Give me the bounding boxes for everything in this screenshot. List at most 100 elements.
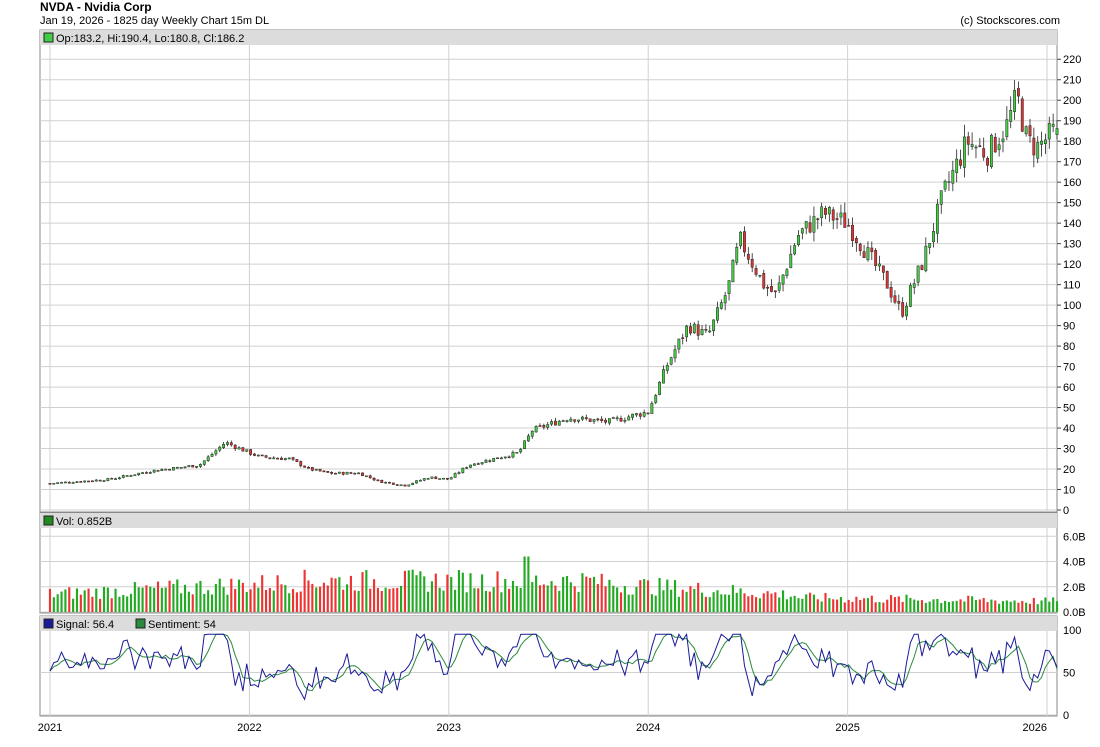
volume-bar: [820, 601, 823, 612]
price-axis: 0 10 20 30 40 50 60 70 80 90 100 110 120 130 140 150 160…: [1057, 54, 1081, 517]
candle-body: [770, 286, 773, 292]
volume-bar: [727, 594, 731, 612]
volume-bar: [978, 599, 981, 612]
candle-body: [137, 472, 141, 476]
candle-body: [283, 458, 287, 461]
volume-bar: [863, 598, 866, 612]
candle-body: [824, 207, 827, 215]
volume-bar: [689, 586, 692, 612]
volume-bar: [149, 586, 152, 612]
price-tick-label: 90: [1063, 321, 1075, 333]
price-tick-label: 40: [1063, 423, 1075, 435]
candle-body: [148, 472, 152, 474]
candle-body: [241, 447, 245, 452]
volume-tick-label: 6.0B: [1063, 531, 1086, 543]
candle-body: [619, 417, 623, 422]
volume-bar: [272, 590, 275, 612]
candle-body: [920, 265, 924, 270]
x-tick-label: 2023: [437, 722, 461, 734]
candle-body: [727, 280, 731, 294]
candle-body: [67, 481, 71, 484]
candle-body: [1036, 142, 1040, 159]
candle-body: [878, 263, 881, 267]
candle-body: [1020, 98, 1024, 132]
candle-body: [577, 419, 580, 422]
volume-bar: [851, 601, 854, 612]
volume-bar: [673, 580, 677, 612]
volume-bar: [569, 582, 572, 612]
candle-body: [557, 420, 561, 426]
volume-bar: [519, 588, 522, 612]
volume-bar: [199, 580, 202, 612]
volume-bar: [99, 598, 102, 612]
signal-legend-text: Signal: 56.4: [56, 619, 114, 631]
candle-body: [442, 477, 445, 480]
candle-body: [635, 413, 638, 416]
volume-bar: [218, 578, 221, 612]
candle-body: [553, 420, 557, 426]
candle-body: [172, 467, 175, 471]
candle-body: [48, 483, 52, 485]
volume-bar: [322, 582, 325, 612]
volume-bar: [808, 592, 812, 612]
volume-bar: [724, 594, 727, 612]
volume-bar: [608, 579, 611, 612]
candle-body: [719, 302, 723, 309]
candle-body: [121, 475, 125, 478]
candle-body: [426, 478, 430, 480]
candle-body: [480, 462, 484, 465]
candle-body: [260, 454, 264, 457]
volume-bar: [766, 591, 769, 612]
candle-body: [125, 475, 129, 477]
candle-body: [932, 231, 935, 243]
volume-bar: [52, 597, 55, 612]
volume-bar: [558, 590, 561, 612]
volume-bar: [681, 589, 684, 612]
candle-body: [970, 143, 974, 148]
candle-body: [353, 472, 357, 475]
volume-bar: [180, 593, 183, 612]
candle-body: [654, 395, 658, 403]
volume-bar: [75, 588, 79, 612]
volume-bar: [824, 592, 827, 612]
candle-body: [110, 477, 114, 480]
candle-body: [797, 235, 800, 246]
volume-legend-bar: [40, 513, 1057, 528]
price-legend-swatch: [43, 32, 54, 43]
candle-body: [974, 146, 978, 149]
volume-bar: [1055, 601, 1059, 612]
candle-body: [743, 231, 746, 253]
volume-bar: [241, 582, 244, 612]
volume-bar: [600, 573, 603, 612]
candle-body: [326, 470, 330, 473]
volume-bar: [1001, 601, 1005, 612]
volume-bar: [805, 594, 808, 612]
volume-bar: [878, 602, 881, 612]
volume-bar: [110, 598, 113, 612]
candle-body: [499, 457, 503, 460]
candle-body: [276, 457, 280, 460]
candle-body: [669, 357, 673, 365]
candle-body: [438, 478, 442, 480]
candle-body: [820, 206, 824, 219]
volume-bar: [87, 588, 90, 612]
candle-body: [696, 324, 700, 336]
x-tick-label: 2024: [636, 722, 660, 734]
volume-bar: [423, 576, 426, 612]
candle-body: [1005, 119, 1009, 137]
candle-body: [839, 212, 843, 218]
candle-body: [206, 456, 210, 461]
candle-body: [106, 478, 110, 481]
volume-legend-swatch: [43, 515, 54, 526]
volume-bar: [839, 597, 842, 612]
volume-bar: [963, 601, 966, 612]
volume-bar: [774, 592, 777, 612]
candle-body: [152, 469, 156, 473]
volume-tick-label: 2.0B: [1063, 582, 1086, 594]
candle-body: [237, 447, 241, 450]
volume-bar: [461, 572, 464, 612]
candle-body: [484, 459, 488, 463]
volume-bar: [693, 588, 696, 612]
candle-body: [445, 477, 449, 480]
price-tick-label: 60: [1063, 382, 1075, 394]
